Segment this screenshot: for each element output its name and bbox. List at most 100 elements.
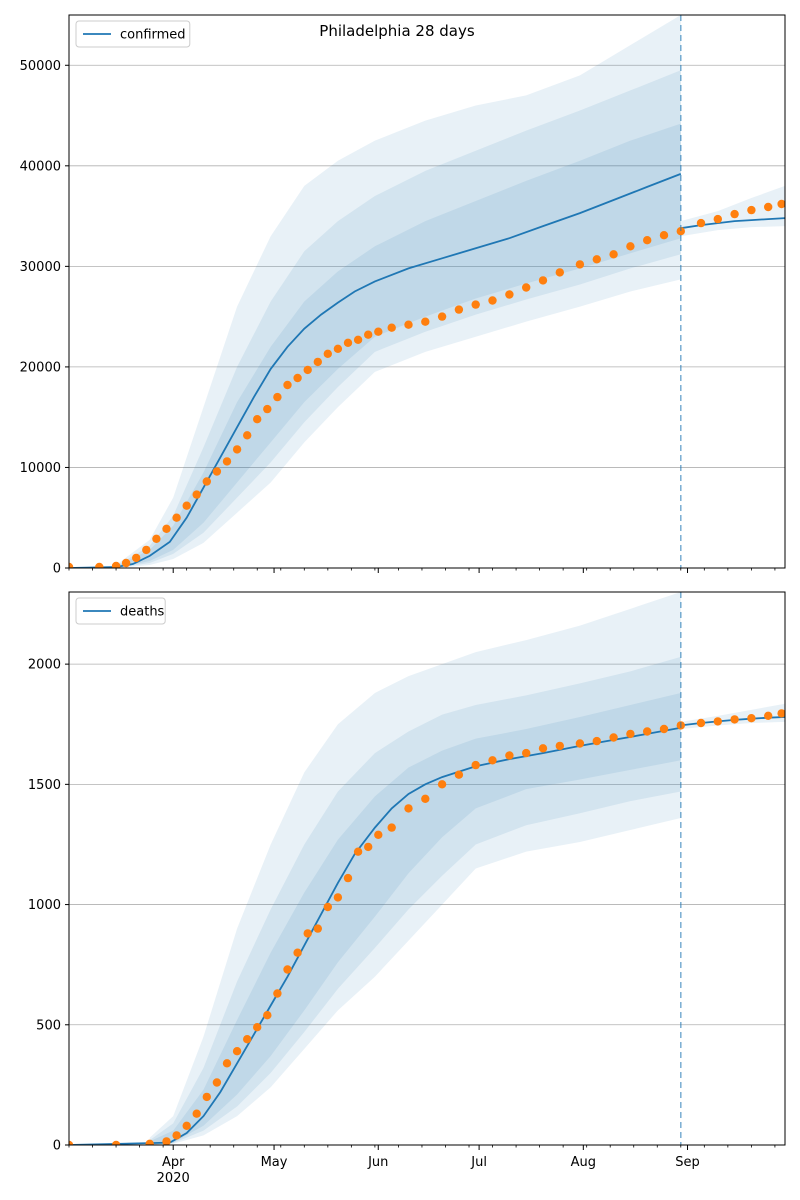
confidence-band [116, 70, 681, 568]
observed-point [659, 231, 669, 240]
observed-point [263, 404, 272, 414]
observed-point [121, 558, 131, 568]
confidence-band [116, 15, 681, 568]
confidence-band [116, 123, 681, 568]
observed-point [437, 780, 447, 789]
x-tick-label: Jun [367, 1155, 388, 1170]
observed-point [111, 561, 121, 568]
observed-point [293, 948, 302, 957]
observed-point [777, 709, 785, 718]
observed-point [293, 373, 302, 383]
observed-point [283, 380, 292, 390]
observed-point [69, 1140, 74, 1145]
x-tick-sublabel: 2020 [157, 1171, 190, 1186]
observed-point [659, 724, 669, 734]
observed-point [555, 268, 564, 277]
observed-point [145, 1139, 154, 1145]
observed-point [421, 317, 430, 326]
legend-entry-label: deaths [120, 605, 165, 620]
y-tick-label: 50000 [20, 59, 61, 74]
observed-point [374, 327, 383, 336]
confidence-band [149, 656, 681, 1145]
observed-point [538, 276, 548, 285]
observed-point [387, 323, 396, 332]
y-tick-label: 40000 [20, 159, 61, 174]
observed-point [313, 924, 322, 933]
observed-point [222, 457, 232, 466]
observed-point [172, 513, 181, 522]
observed-point [696, 718, 706, 728]
plot-area-1 [69, 592, 785, 1145]
observed-point [387, 823, 396, 832]
observed-point [609, 733, 618, 742]
observed-point [222, 1059, 232, 1068]
y-tick-label: 20000 [20, 360, 61, 375]
observed-point [152, 534, 161, 543]
observed-point [643, 727, 652, 736]
legend-box [75, 20, 191, 48]
observed-point [488, 296, 497, 305]
observed-point [747, 714, 756, 723]
observed-point [243, 1035, 252, 1044]
observed-point [454, 305, 464, 314]
observed-point [764, 711, 773, 720]
observed-point [353, 847, 363, 856]
legend-box [75, 597, 166, 625]
observed-point [232, 445, 242, 454]
confidence-band [149, 692, 681, 1145]
observed-point [437, 312, 447, 321]
observed-point [421, 794, 430, 803]
observed-point [713, 717, 722, 726]
observed-point [764, 202, 773, 212]
observed-point [522, 283, 531, 292]
observed-point [374, 830, 383, 839]
observed-point [454, 770, 464, 779]
observed-point [471, 300, 480, 309]
observed-point [676, 227, 685, 236]
observed-point [142, 545, 151, 555]
observed-point [343, 338, 353, 347]
observed-point [253, 415, 262, 424]
observed-point [212, 1078, 222, 1087]
observed-point [162, 524, 171, 533]
observed-point [747, 205, 756, 215]
observed-point [609, 250, 618, 259]
observed-point [555, 741, 564, 751]
observed-point [538, 744, 548, 753]
observed-point [364, 842, 373, 852]
observed-point [162, 1137, 171, 1145]
observed-point [626, 242, 635, 251]
observed-point [313, 357, 322, 367]
observed-point [273, 989, 282, 998]
observed-point [95, 562, 104, 568]
observed-point [471, 760, 480, 770]
y-tick-label: 0 [53, 562, 61, 577]
observed-point [192, 1109, 201, 1118]
observed-point [404, 804, 413, 813]
observed-point [333, 893, 343, 902]
observed-point [303, 365, 312, 375]
observed-point [488, 756, 497, 765]
legend: confirmed [75, 20, 191, 48]
y-tick-label: 1500 [28, 778, 61, 793]
observed-point [132, 553, 141, 563]
observed-point [273, 392, 282, 402]
observed-point [592, 255, 601, 264]
observed-point [353, 335, 363, 344]
confidence-band [149, 592, 681, 1145]
observed-point [253, 1022, 262, 1032]
observed-point [232, 1047, 242, 1056]
observed-point [182, 501, 191, 510]
legend-entry-label: confirmed [120, 28, 186, 43]
y-tick-label: 500 [36, 1018, 61, 1033]
observed-point [505, 751, 514, 760]
observed-point [323, 349, 332, 358]
y-tick-label: 30000 [20, 260, 61, 275]
x-tick-label: May [261, 1155, 288, 1170]
observed-point [192, 490, 201, 499]
observed-point [333, 344, 343, 353]
y-tick-label: 1000 [28, 898, 61, 913]
observed-point [202, 477, 211, 486]
